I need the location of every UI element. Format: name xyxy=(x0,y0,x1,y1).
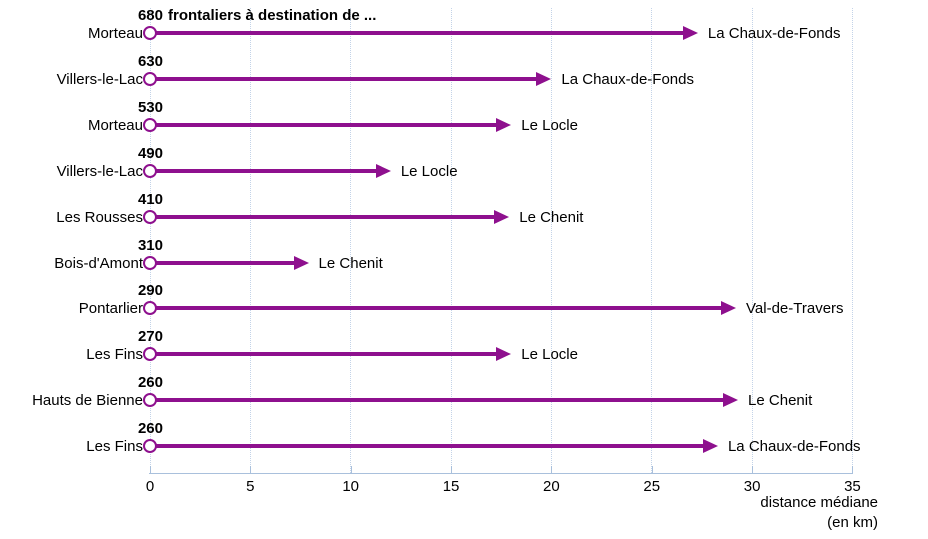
origin-label: Les Fins xyxy=(86,438,143,456)
axis-tick xyxy=(551,466,553,473)
arrow-head-icon xyxy=(496,117,512,132)
gridline xyxy=(450,8,452,473)
x-axis-title-line2: (en km) xyxy=(827,514,878,531)
destination-label: Le Locle xyxy=(521,116,578,134)
axis-tick xyxy=(150,466,151,473)
value-label: 260 xyxy=(137,420,163,438)
axis-tick-label: 20 xyxy=(543,478,560,495)
axis-tick xyxy=(651,466,653,473)
origin-label: Morteau xyxy=(87,116,143,134)
axis-tick-label: 15 xyxy=(442,478,460,495)
chart-title-suffix: frontaliers à destination de ... xyxy=(168,7,377,24)
destination-label: La Chaux-de-Fonds xyxy=(707,25,841,42)
origin-marker xyxy=(143,26,157,40)
arrow-head-icon xyxy=(496,347,512,362)
origin-label: Bois-d'Amont xyxy=(54,254,143,272)
axis-tick xyxy=(451,466,453,473)
gridline xyxy=(651,8,653,473)
arrow-line xyxy=(155,31,686,35)
axis-tick-label: 5 xyxy=(246,478,255,495)
value-label: 630 xyxy=(137,52,163,70)
value-label: 530 xyxy=(137,98,163,116)
destination-label: La Chaux-de-Fonds xyxy=(727,438,861,456)
origin-marker xyxy=(143,255,157,270)
arrow-line xyxy=(155,168,379,173)
axis-tick-label: 25 xyxy=(643,478,661,495)
destination-label: Le Chenit xyxy=(748,392,813,410)
arrow-head-icon xyxy=(723,393,739,408)
origin-label: Les Rousses xyxy=(56,208,143,226)
gridline xyxy=(149,8,151,473)
x-axis-line xyxy=(149,473,854,474)
axis-tick-label: 30 xyxy=(743,478,761,495)
axis-tick-label: 10 xyxy=(342,478,360,495)
gridline xyxy=(350,8,352,473)
arrow-head-icon xyxy=(702,439,718,454)
value-label: 410 xyxy=(137,190,163,208)
axis-tick xyxy=(852,466,854,473)
origin-marker xyxy=(143,117,157,132)
arrow-head-icon xyxy=(721,301,737,316)
axis-tick xyxy=(250,466,252,473)
axis-tick-label: 0 xyxy=(145,478,155,495)
gridline xyxy=(550,8,552,473)
value-label: 290 xyxy=(137,282,163,300)
arrow-line xyxy=(155,214,498,219)
arrow-head-icon xyxy=(375,163,391,178)
destination-label: Le Chenit xyxy=(318,254,383,272)
origin-label: Villers-le-Lac xyxy=(56,70,143,88)
arrow-line xyxy=(155,76,540,81)
arrow-head-icon xyxy=(536,71,552,86)
value-label: 310 xyxy=(137,236,163,254)
arrow-head-icon xyxy=(293,255,309,270)
arrow-line xyxy=(155,122,500,127)
origin-marker xyxy=(143,439,157,454)
origin-label: Hauts de Bienne xyxy=(32,392,143,410)
destination-label: Le Locle xyxy=(521,346,578,364)
value-label: 490 xyxy=(137,144,163,162)
arrow-line xyxy=(155,306,725,311)
x-axis-title-line1: distance médiane xyxy=(760,494,878,511)
axis-tick xyxy=(752,466,754,473)
value-label: 680 xyxy=(137,7,163,24)
origin-marker xyxy=(143,71,157,86)
arrow-line xyxy=(155,260,297,265)
destination-label: Val-de-Travers xyxy=(746,300,844,318)
origin-label: Les Fins xyxy=(86,346,143,364)
gridline xyxy=(249,8,251,473)
origin-marker xyxy=(143,163,157,178)
gridline xyxy=(751,8,753,473)
origin-marker xyxy=(143,393,157,408)
origin-label: Villers-le-Lac xyxy=(56,162,143,180)
arrow-line xyxy=(155,444,706,449)
arrow-line xyxy=(155,398,727,403)
destination-label: La Chaux-de-Fonds xyxy=(561,70,694,88)
value-label: 270 xyxy=(137,328,163,346)
axis-tick xyxy=(350,466,352,473)
gridline xyxy=(851,8,853,473)
arrow-line xyxy=(155,352,500,357)
axis-tick-label: 35 xyxy=(844,478,861,495)
destination-label: Le Chenit xyxy=(519,208,584,226)
arrow-head-icon xyxy=(682,26,698,40)
origin-label: Pontarlier xyxy=(78,300,143,318)
destination-label: Le Locle xyxy=(400,162,458,180)
origin-marker xyxy=(143,301,157,316)
value-label: 260 xyxy=(137,374,163,392)
arrow-head-icon xyxy=(494,209,510,224)
origin-label: Morteau xyxy=(87,25,143,42)
origin-marker xyxy=(143,347,157,362)
origin-marker xyxy=(143,209,157,224)
